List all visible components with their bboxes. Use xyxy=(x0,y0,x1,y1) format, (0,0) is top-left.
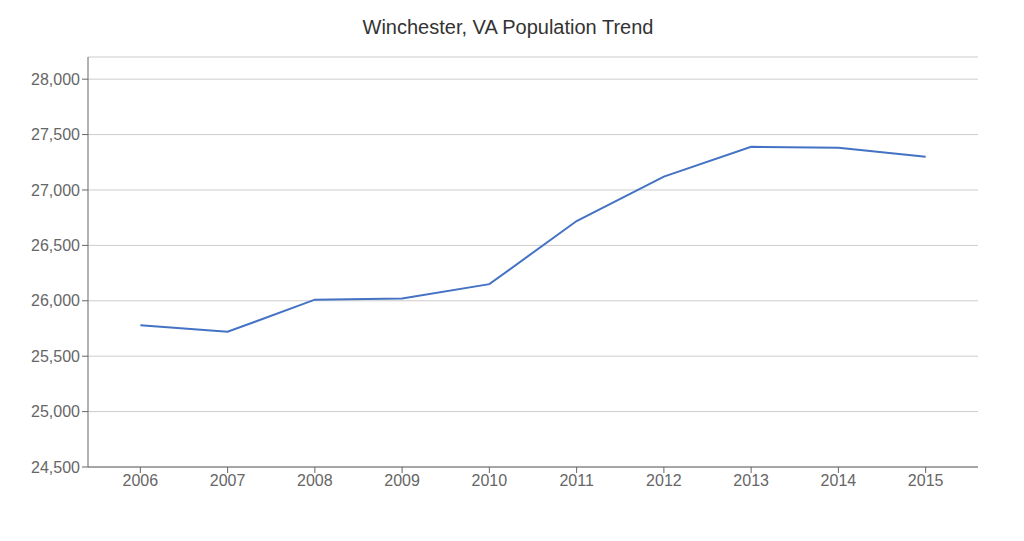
svg-text:2007: 2007 xyxy=(210,472,246,489)
svg-text:28,000: 28,000 xyxy=(31,71,80,88)
svg-text:26,000: 26,000 xyxy=(31,292,80,309)
svg-text:2012: 2012 xyxy=(646,472,682,489)
svg-text:2015: 2015 xyxy=(908,472,944,489)
svg-text:2010: 2010 xyxy=(472,472,508,489)
svg-text:2006: 2006 xyxy=(123,472,159,489)
svg-text:27,500: 27,500 xyxy=(31,126,80,143)
svg-text:24,500: 24,500 xyxy=(31,459,80,476)
svg-text:2014: 2014 xyxy=(821,472,857,489)
svg-text:27,000: 27,000 xyxy=(31,182,80,199)
svg-text:2013: 2013 xyxy=(733,472,769,489)
svg-text:2011: 2011 xyxy=(559,472,594,489)
svg-text:2008: 2008 xyxy=(297,472,333,489)
svg-text:2009: 2009 xyxy=(384,472,420,489)
html-text:Winchester, VA Population Tren: Winchester, VA Population Trend xyxy=(362,16,654,38)
svg-text:25,000: 25,000 xyxy=(31,403,80,420)
svg-text:25,500: 25,500 xyxy=(31,348,80,365)
svg-text:26,500: 26,500 xyxy=(31,237,80,254)
